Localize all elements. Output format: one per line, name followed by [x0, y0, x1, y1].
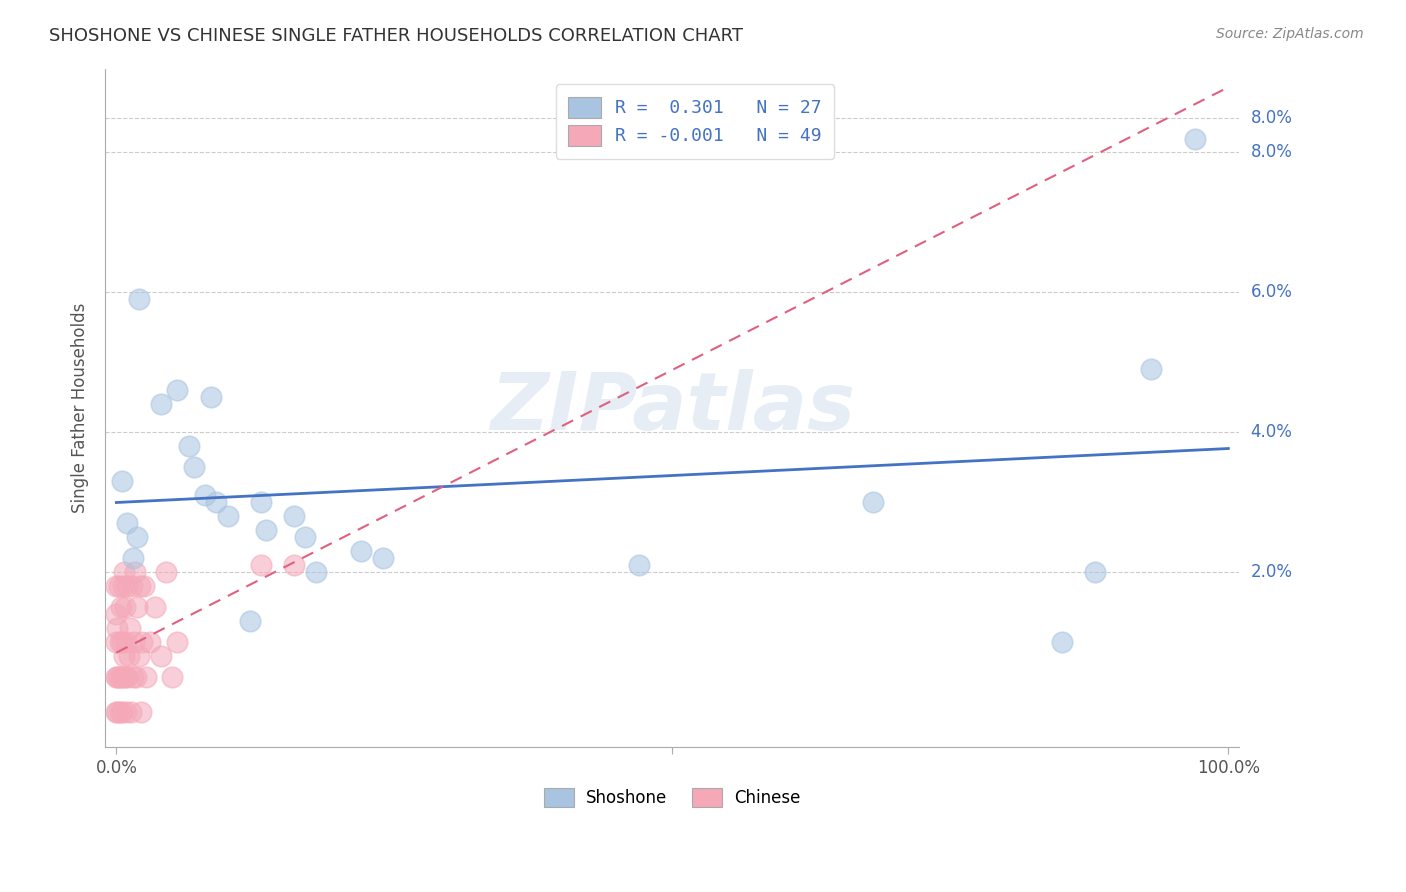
Point	[111, 635, 134, 649]
Point	[110, 600, 132, 615]
Point	[108, 635, 131, 649]
Point	[111, 670, 134, 684]
Point	[121, 579, 143, 593]
Point	[1084, 566, 1107, 580]
Point	[107, 670, 129, 684]
Point	[107, 670, 129, 684]
Point	[250, 495, 273, 509]
Point	[127, 530, 149, 544]
Point	[350, 544, 373, 558]
Point	[129, 706, 152, 720]
Text: 2.0%: 2.0%	[1250, 564, 1292, 582]
Point	[166, 384, 188, 398]
Point	[1050, 635, 1073, 649]
Point	[194, 488, 217, 502]
Point	[177, 439, 200, 453]
Point	[117, 516, 139, 531]
Point	[125, 670, 148, 684]
Point	[117, 579, 139, 593]
Text: SHOSHONE VS CHINESE SINGLE FATHER HOUSEHOLDS CORRELATION CHART: SHOSHONE VS CHINESE SINGLE FATHER HOUSEH…	[49, 27, 744, 45]
Point	[166, 635, 188, 649]
Point	[627, 558, 650, 573]
Point	[107, 706, 129, 720]
Point	[205, 495, 228, 509]
Point	[862, 495, 884, 509]
Point	[120, 706, 142, 720]
Text: Source: ZipAtlas.com: Source: ZipAtlas.com	[1216, 27, 1364, 41]
Point	[1184, 131, 1206, 145]
Point	[115, 706, 138, 720]
Point	[134, 579, 156, 593]
Point	[283, 558, 305, 573]
Point	[107, 579, 129, 593]
Point	[111, 579, 134, 593]
Point	[111, 475, 134, 489]
Point	[256, 524, 278, 538]
Point	[127, 600, 149, 615]
Point	[250, 558, 273, 573]
Point	[122, 551, 145, 566]
Point	[115, 635, 138, 649]
Point	[117, 670, 139, 684]
Point	[105, 635, 128, 649]
Point	[294, 530, 316, 544]
Point	[128, 579, 150, 593]
Point	[283, 509, 305, 524]
Text: 4.0%: 4.0%	[1250, 424, 1292, 442]
Point	[200, 391, 222, 405]
Point	[149, 649, 172, 664]
Point	[124, 566, 146, 580]
Point	[122, 635, 145, 649]
Point	[117, 649, 139, 664]
Legend: Shoshone, Chinese: Shoshone, Chinese	[537, 781, 807, 814]
Point	[105, 670, 128, 684]
Point	[107, 621, 129, 635]
Point	[111, 706, 134, 720]
Text: 6.0%: 6.0%	[1250, 284, 1292, 301]
Point	[138, 635, 160, 649]
Point	[217, 509, 239, 524]
Point	[128, 649, 150, 664]
Point	[131, 635, 153, 649]
Point	[143, 600, 166, 615]
Text: 8.0%: 8.0%	[1250, 109, 1292, 127]
Point	[305, 566, 328, 580]
Point	[122, 670, 145, 684]
Point	[110, 670, 132, 684]
Point	[114, 670, 136, 684]
Y-axis label: Single Father Households: Single Father Households	[72, 302, 89, 513]
Text: ZIPatlas: ZIPatlas	[489, 369, 855, 447]
Point	[183, 460, 205, 475]
Point	[373, 551, 395, 566]
Point	[114, 600, 136, 615]
Text: 8.0%: 8.0%	[1250, 144, 1292, 161]
Point	[149, 397, 172, 411]
Point	[112, 649, 135, 664]
Point	[108, 706, 131, 720]
Point	[128, 293, 150, 307]
Point	[1139, 362, 1161, 376]
Point	[239, 615, 262, 629]
Point	[112, 566, 135, 580]
Point	[160, 670, 183, 684]
Point	[105, 706, 128, 720]
Point	[135, 670, 157, 684]
Point	[105, 607, 128, 622]
Point	[155, 566, 177, 580]
Point	[105, 579, 128, 593]
Point	[118, 621, 141, 635]
